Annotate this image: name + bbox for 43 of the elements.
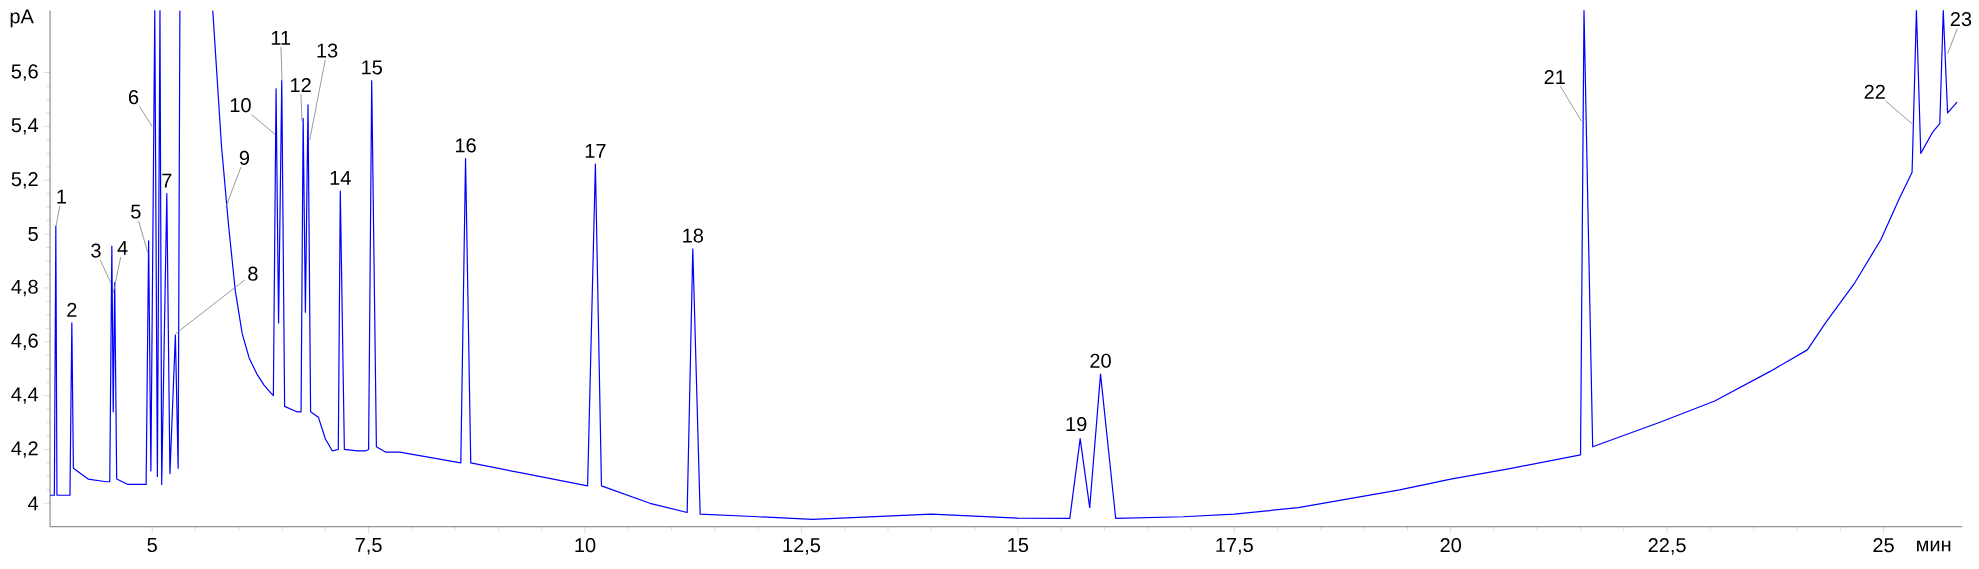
annotation: 15 [362,60,382,75]
y-axis-title: pA [10,9,34,28]
annotation: 17 [585,143,606,158]
y-tick-label: 5 [28,226,38,241]
annotation: 23 [1950,11,1972,26]
annotation: 12 [291,77,311,92]
x-tick-label: 12,5 [783,537,821,555]
x-tick-label: 17,5 [1216,537,1253,555]
annotation: 14 [330,170,351,185]
annotation: 3 [91,243,101,258]
annotation: 1 [57,189,67,204]
annotation: 11 [271,30,291,45]
annotation: 5 [131,204,141,219]
y-tick-label: 5,4 [11,118,39,135]
x-tick-label: 25 [1873,537,1894,553]
annotation: 6 [128,89,139,104]
annotation: 2 [67,302,77,317]
y-tick-label: 4,6 [11,333,38,350]
y-tick-label: 4,8 [11,279,38,296]
y-tick-label: 5,2 [11,171,38,189]
x-tick-label: 10 [575,537,596,553]
annotation: 20 [1090,353,1111,368]
y-tick-label: 4,4 [11,387,39,404]
annotation: 22 [1864,84,1885,99]
annotation: 10 [230,97,251,113]
annotation: 8 [248,266,258,281]
x-tick-label: 20 [1440,537,1462,553]
annotation: 21 [1544,69,1565,84]
y-tick-label: 4,2 [11,441,38,458]
y-tick-label: 5,6 [11,64,38,81]
annotation: 7 [162,173,172,188]
annotation: 9 [239,150,250,165]
x-tick-label: 15 [1008,537,1029,552]
annotation: 18 [683,228,704,243]
x-tick-label: 7,5 [355,537,382,555]
x-axis-title: мин [1917,540,1951,552]
x-tick-label: 22,5 [1648,537,1686,555]
y-tick-label: 4 [27,496,39,510]
annotation: 4 [117,240,128,255]
x-tick-label: 5 [147,537,157,552]
annotation: 19 [1066,416,1087,431]
annotation: 16 [455,138,476,153]
annotation: 13 [317,43,338,58]
